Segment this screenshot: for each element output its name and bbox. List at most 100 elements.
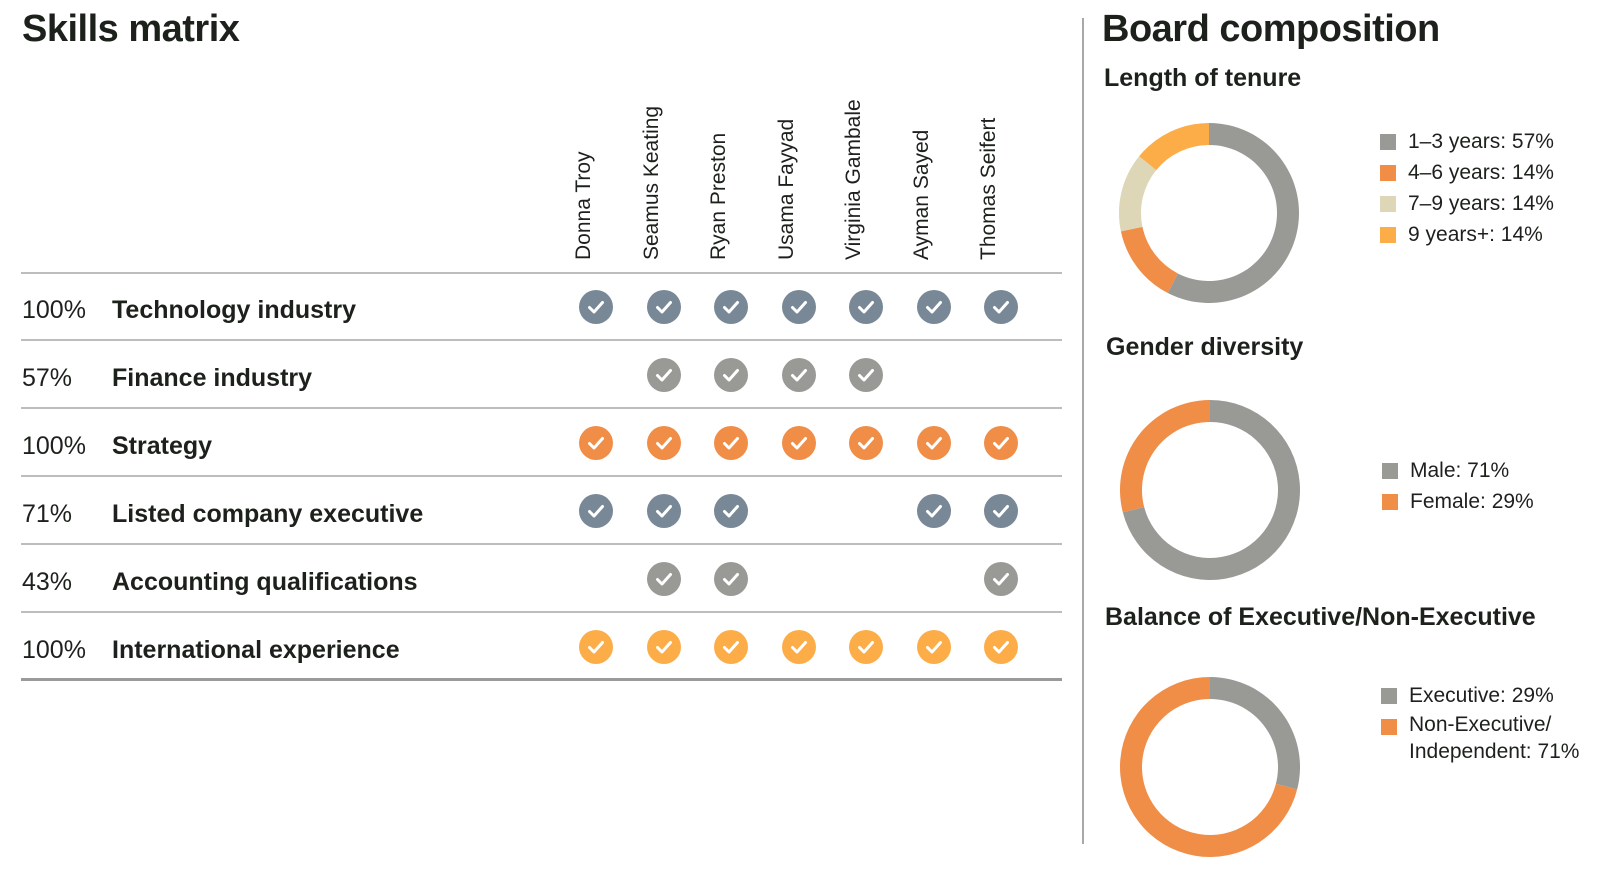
check-icon	[782, 290, 816, 324]
donut-slice	[1119, 156, 1157, 232]
check-icon	[714, 562, 748, 596]
chart-title: Length of tenure	[1104, 64, 1302, 92]
check-icon	[647, 494, 681, 528]
legend-label: Non-Executive/ Independent: 71%	[1409, 713, 1580, 763]
check-icon	[782, 426, 816, 460]
director-name-text: Seamus Keating	[640, 105, 663, 260]
legend-swatch	[1382, 494, 1398, 510]
legend-item: Executive: 29%	[1381, 680, 1579, 711]
check-icon	[714, 494, 748, 528]
check-icon	[647, 290, 681, 324]
skill-label: Finance industry	[112, 364, 313, 392]
legend-label: 1–3 years: 57%	[1408, 130, 1554, 153]
legend-swatch	[1380, 196, 1396, 212]
check-icon	[714, 290, 748, 324]
chart-title: Gender diversity	[1106, 333, 1304, 361]
legend-swatch	[1381, 719, 1397, 735]
check-icon	[984, 426, 1018, 460]
chart-legend: 1–3 years: 57% 4–6 years: 14% 7–9 years: 1…	[1380, 126, 1554, 250]
skill-percentage: 43%	[22, 568, 73, 596]
donut-slice	[1120, 226, 1178, 293]
chart-title: Balance of Executive/Non-Executive	[1105, 603, 1536, 631]
check-icon	[849, 426, 883, 460]
legend-swatch	[1380, 134, 1396, 150]
director-name-text: Ayman Sayed	[910, 129, 933, 260]
check-icon	[579, 630, 613, 664]
skill-label: Technology industry	[112, 296, 356, 324]
legend-label: Executive: 29%	[1409, 684, 1554, 707]
section-divider	[1082, 18, 1084, 844]
check-icon	[849, 358, 883, 392]
skills-matrix-title: Skills matrix	[22, 8, 240, 50]
donut-slice	[1210, 677, 1300, 790]
director-name-text: Donna Troy	[572, 151, 595, 260]
legend-item: 7–9 years: 14%	[1380, 188, 1554, 219]
legend-item: 9 years+: 14%	[1380, 219, 1554, 250]
legend-swatch	[1380, 227, 1396, 243]
skill-row: 71% Listed company executive	[21, 476, 1062, 545]
skill-row: 100% Technology industry	[21, 272, 1062, 341]
check-icon	[579, 494, 613, 528]
donut-slice	[1139, 123, 1209, 171]
donut-chart	[1120, 677, 1300, 857]
check-icon	[917, 426, 951, 460]
skill-percentage: 57%	[22, 364, 73, 392]
legend-label: 9 years+: 14%	[1408, 223, 1543, 246]
check-icon	[917, 630, 951, 664]
skill-percentage: 100%	[22, 636, 86, 664]
check-icon	[647, 358, 681, 392]
director-name-text: Ryan Preston	[707, 132, 730, 260]
check-icon	[579, 426, 613, 460]
donut-slice	[1167, 123, 1299, 304]
check-icon	[917, 494, 951, 528]
check-icon	[984, 494, 1018, 528]
donut-slice	[1120, 400, 1210, 513]
check-icon	[647, 426, 681, 460]
check-icon	[714, 630, 748, 664]
matrix-header-rule	[21, 272, 1062, 274]
skill-label: International experience	[112, 636, 400, 664]
skill-percentage: 71%	[22, 500, 73, 528]
check-icon	[647, 562, 681, 596]
board-composition-title: Board composition	[1102, 8, 1440, 50]
check-icon	[714, 426, 748, 460]
skill-row: 100% Strategy	[21, 408, 1062, 477]
director-name-text: Usama Fayyad	[775, 118, 798, 260]
check-icon	[984, 290, 1018, 324]
check-icon	[984, 562, 1018, 596]
director-name-text: Virginia Gambale	[842, 99, 865, 260]
legend-label: Female: 29%	[1410, 490, 1534, 513]
legend-label: 7–9 years: 14%	[1408, 192, 1554, 215]
skill-label: Accounting qualifications	[112, 568, 418, 596]
legend-label: 4–6 years: 14%	[1408, 161, 1554, 184]
skills-matrix: Skills matrix Donna Troy Seamus Keating Ry…	[21, 8, 1062, 681]
legend-swatch	[1381, 688, 1397, 704]
chart-legend: Executive: 29% Non-Executive/ Independent…	[1381, 680, 1579, 767]
legend-label: Male: 71%	[1410, 459, 1510, 482]
donut-chart	[1120, 400, 1300, 580]
check-icon	[579, 290, 613, 324]
skill-row: 43% Accounting qualifications	[21, 544, 1062, 613]
check-icon	[984, 630, 1018, 664]
legend-swatch	[1382, 463, 1398, 479]
legend-item: Female: 29%	[1382, 486, 1534, 517]
check-icon	[647, 630, 681, 664]
skill-label: Strategy	[112, 432, 213, 460]
check-icon	[917, 290, 951, 324]
legend-swatch	[1380, 165, 1396, 181]
check-icon	[782, 630, 816, 664]
skill-row: 100% International experience	[21, 612, 1062, 681]
skill-row: 57% Finance industry	[21, 340, 1062, 409]
check-icon	[849, 630, 883, 664]
check-icon	[782, 358, 816, 392]
legend-item: Non-Executive/ Independent: 71%	[1381, 711, 1579, 767]
skill-percentage: 100%	[22, 432, 86, 460]
director-name-text: Thomas Seifert	[977, 117, 1000, 260]
legend-item: Male: 71%	[1382, 455, 1534, 486]
chart-legend: Male: 71% Female: 29%	[1382, 455, 1534, 517]
check-icon	[714, 358, 748, 392]
skill-percentage: 100%	[22, 296, 86, 324]
legend-item: 4–6 years: 14%	[1380, 157, 1554, 188]
donut-chart	[1119, 123, 1299, 304]
legend-item: 1–3 years: 57%	[1380, 126, 1554, 157]
